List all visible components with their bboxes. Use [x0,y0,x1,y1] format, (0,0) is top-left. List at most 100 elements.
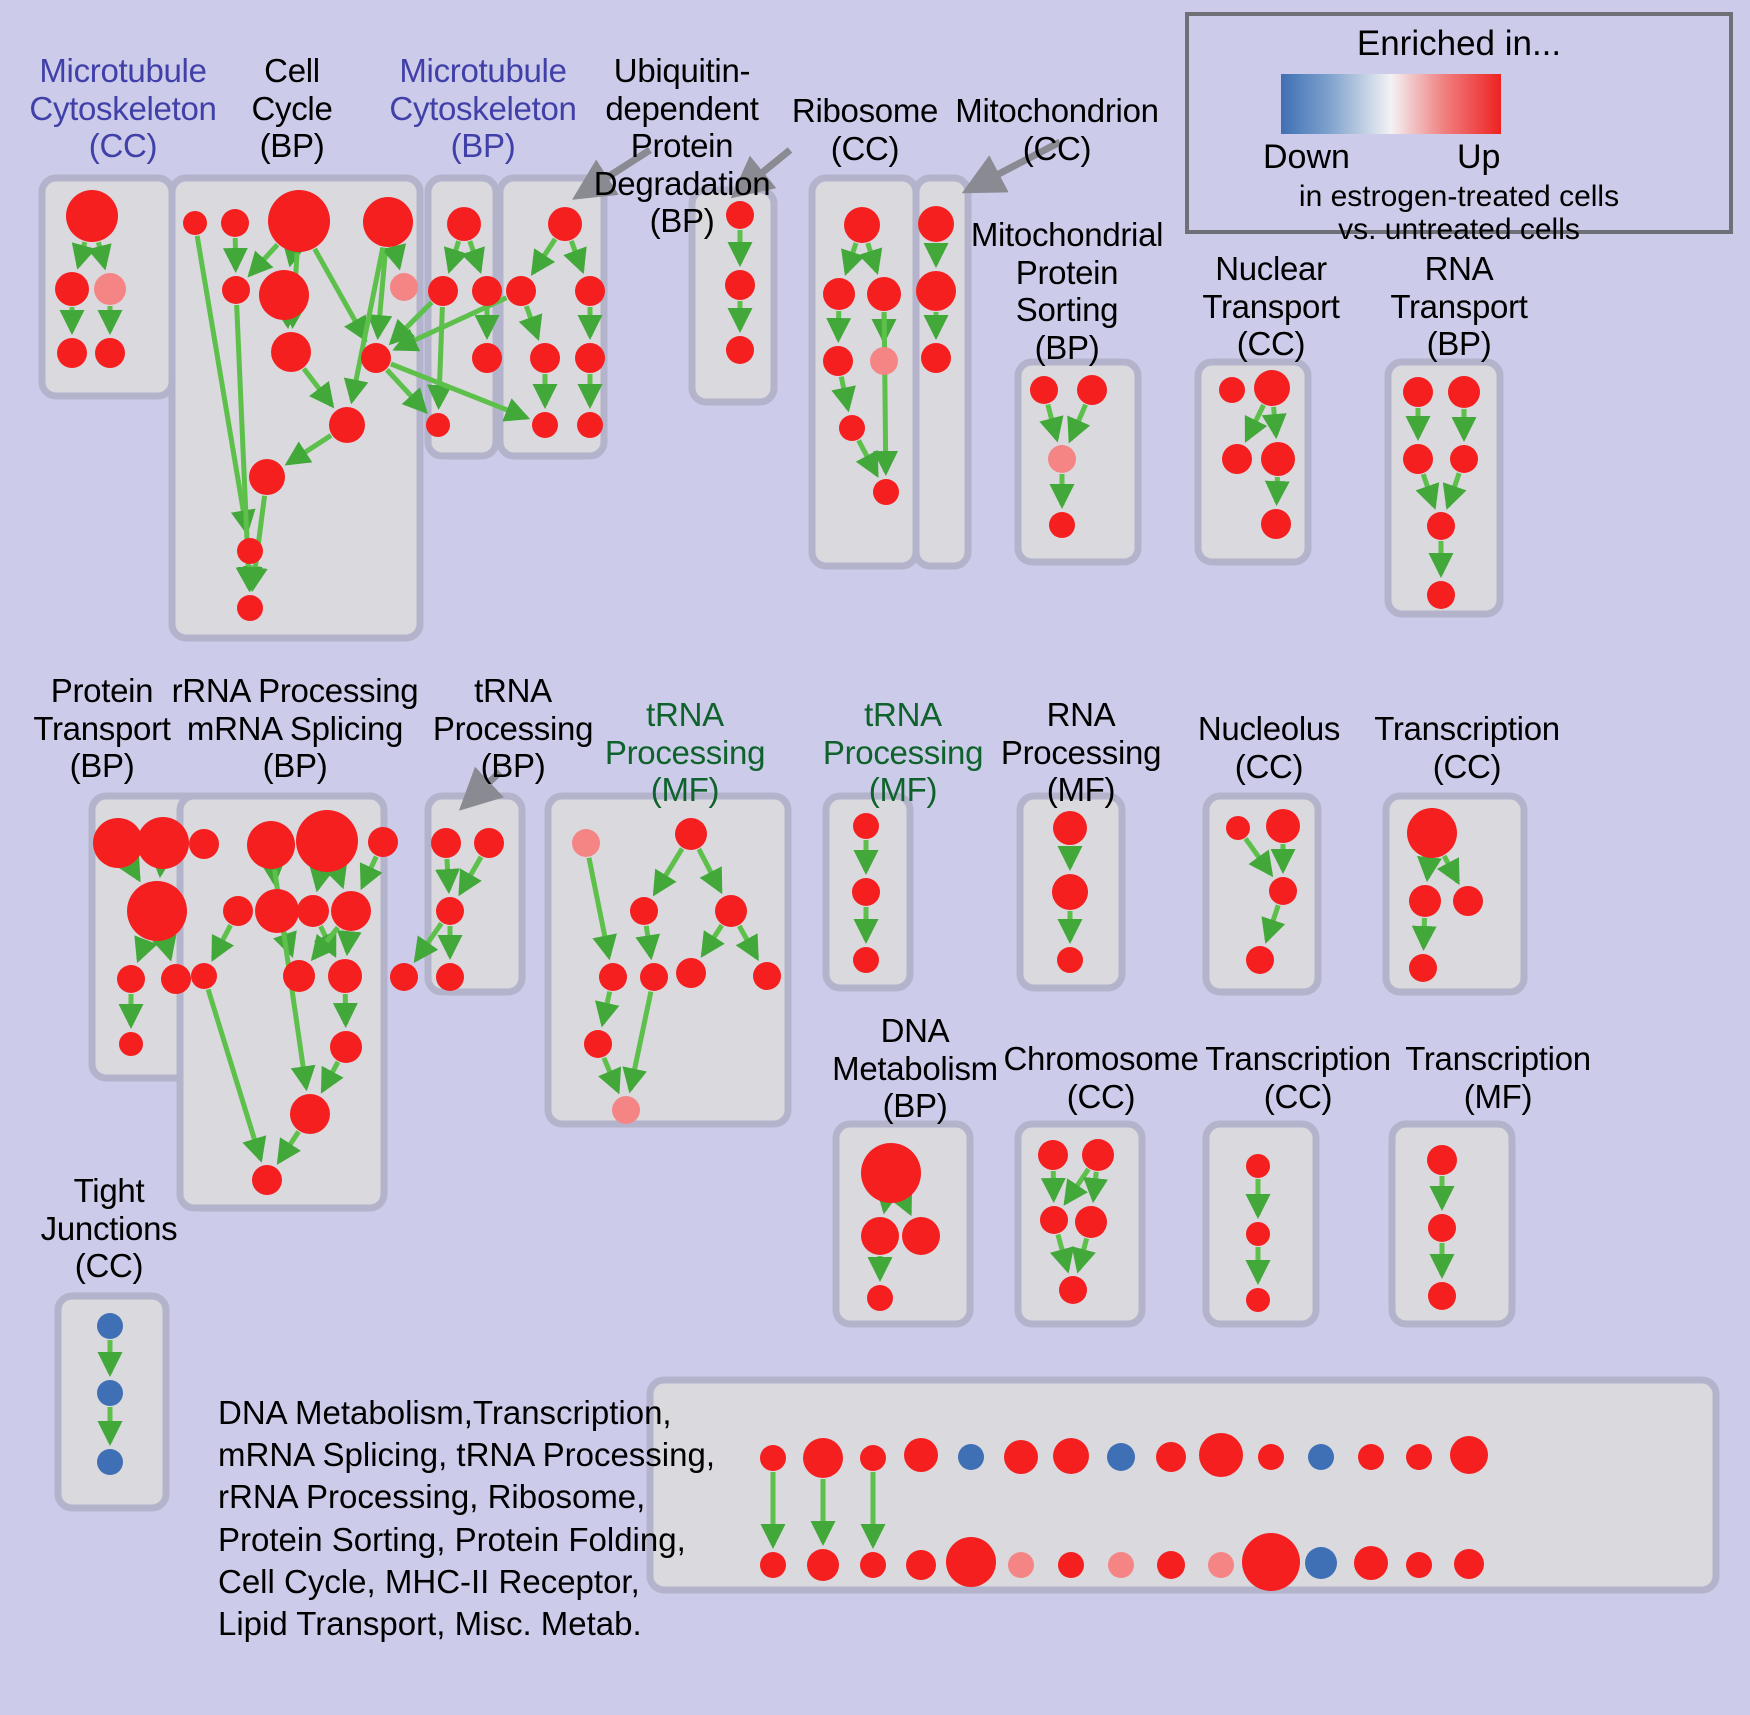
cluster-box [38,174,176,400]
network-node [1208,1552,1234,1578]
network-node [675,818,707,850]
network-edge [282,240,307,268]
network-node [1358,1444,1384,1470]
network-node [823,346,853,376]
cluster-box [176,792,388,1212]
network-node [867,1285,893,1311]
network-node [390,963,418,991]
network-edge [735,924,760,962]
network-node [918,206,954,242]
network-edge [1261,406,1287,440]
cluster-label-transcription-cc-top: Transcription (CC) [1374,710,1560,785]
network-node [853,813,879,839]
legend-panel: Enriched in... Down Up in estrogen-treat… [1185,12,1733,246]
cluster-box [1194,358,1312,566]
network-node [532,412,558,438]
network-edge [284,433,333,466]
network-node [328,959,362,993]
network-edge [194,235,256,536]
network-node [428,276,458,306]
network-node [1242,1533,1300,1591]
network-edge [1411,917,1437,952]
network-node [916,271,956,311]
network-node [247,821,295,869]
network-node [237,595,263,621]
network-edge [700,923,725,958]
network-node [363,197,413,247]
network-node [1428,1282,1456,1310]
network-node [725,270,755,300]
cluster-label-tight-junctions-cc: Tight Junctions (CC) [40,1172,178,1285]
network-node [1246,946,1274,974]
network-node [577,412,603,438]
network-node [584,1030,612,1058]
network-node [426,413,450,437]
network-edge [152,934,177,962]
network-node [66,190,118,242]
network-node [853,947,879,973]
network-node [1030,376,1058,404]
network-edge [276,1130,301,1165]
network-edge [652,847,685,897]
network-edge [134,935,158,964]
network-edge [635,925,661,961]
network-node [1058,1552,1084,1578]
network-node [1040,1206,1068,1234]
network-node [431,828,461,858]
network-node [137,817,189,869]
cluster-label-trna-processing-mf-2: tRNA Processing (MF) [822,696,984,809]
network-edge [336,930,362,957]
network-node [1049,512,1075,538]
network-node [237,538,263,564]
network-node [1059,1276,1087,1304]
network-node [1156,1442,1186,1472]
network-edge [875,1187,901,1215]
cluster-box [1016,792,1126,992]
network-node [1407,808,1457,858]
network-node [93,818,143,868]
network-node [255,889,299,933]
cluster-box [424,174,500,460]
network-node [1261,442,1295,476]
network-edge [281,252,307,330]
network-node [715,895,747,927]
network-node [839,415,865,441]
network-node [1428,1214,1456,1242]
network-edge [117,854,141,883]
network-edge [359,855,383,891]
cluster-box [88,792,220,1082]
network-node [1199,1433,1243,1477]
cluster-label-microtubule-cytoskeleton-bp: Microtubule Cytoskeleton (BP) [389,52,577,165]
network-node [1008,1552,1034,1578]
cluster-label-dna-metabolism-bp: DNA Metabolism (BP) [832,1012,998,1125]
network-node [221,209,249,237]
network-node [1450,445,1478,473]
network-edge [1261,904,1286,944]
network-node [1409,954,1437,982]
network-edge [458,855,484,897]
network-edge [320,1060,344,1094]
network-node [472,276,502,306]
cluster-label-ribosome-cc: Ribosome (CC) [791,92,939,167]
cluster-label-transcription-cc-bottom: Transcription (CC) [1205,1040,1391,1115]
network-node [1266,809,1300,843]
network-edge [696,847,723,895]
network-edge [873,311,899,477]
network-edge [831,376,856,413]
network-node [57,338,87,368]
network-node [1450,1436,1488,1474]
network-node [1053,811,1087,845]
misc-cluster-label: DNA Metabolism,Transcription, mRNA Splic… [218,1394,716,1643]
network-node [1406,1444,1432,1470]
network-node [1246,1222,1270,1246]
cluster-box [544,792,792,1128]
network-edge [301,367,335,409]
network-node [119,1032,143,1056]
network-edge [443,240,468,274]
cluster-label-mitochondrion-cc: Mitochondrion (CC) [955,92,1159,167]
network-edge [855,439,879,478]
network-edge [518,305,543,342]
network-node [1305,1547,1337,1579]
network-node [1075,1206,1107,1238]
network-edge [889,1188,913,1217]
